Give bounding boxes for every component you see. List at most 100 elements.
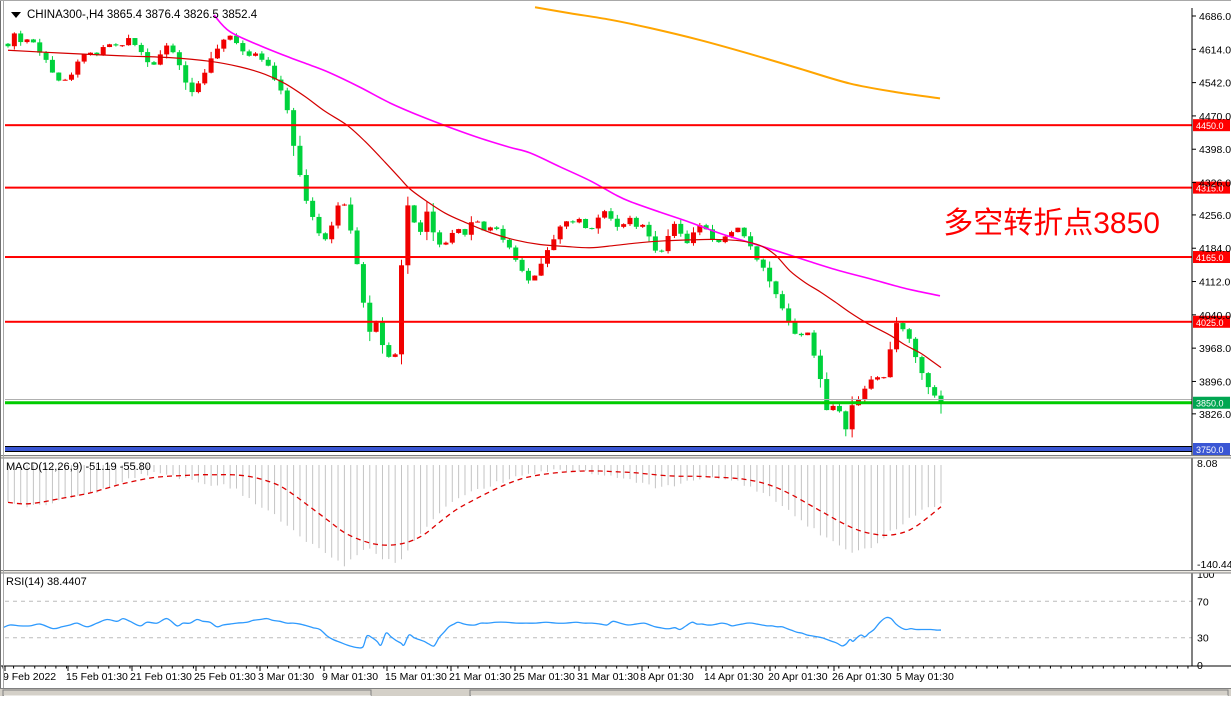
candle-body [875, 377, 881, 380]
time-axis-label: 15 Mar 01:30 [385, 671, 447, 683]
price-axis-label: 4256.0 [1199, 210, 1231, 222]
candle-body [354, 230, 360, 265]
price-tag-4450: 4450.0 [1196, 121, 1224, 131]
candle-body [126, 38, 132, 46]
price-axis-label: 4542.0 [1199, 78, 1231, 90]
rsi-line [2, 616, 942, 649]
time-axis-label: 9 Mar 01:30 [322, 671, 378, 683]
rsi-pane[interactable] [2, 600, 1192, 649]
candle-body [107, 44, 113, 48]
candle-body [316, 216, 322, 234]
price-axis-label: 3896.0 [1199, 376, 1231, 388]
candle-body [43, 52, 49, 60]
price-axis-label: 4112.0 [1199, 277, 1230, 289]
candle-body [75, 61, 81, 75]
candle-body [570, 221, 576, 223]
candle-body [678, 223, 684, 234]
horizontal-lines [5, 124, 1192, 452]
macd-signal-line [7, 470, 942, 546]
candle-body [760, 259, 766, 268]
candle-body [341, 204, 347, 206]
candle-body [49, 59, 55, 73]
pane-divider [0, 570, 1231, 573]
macd-pane[interactable] [7, 465, 942, 567]
candle-body [322, 233, 328, 240]
candle-body [437, 232, 443, 245]
candle-body [513, 247, 519, 260]
candle-body [405, 205, 411, 266]
candle-body [81, 54, 87, 62]
candle-body [335, 205, 341, 226]
pane-divider [0, 455, 1231, 458]
rsi-axis-label: 30 [1197, 633, 1209, 645]
candle-body [697, 225, 703, 233]
candle-body [735, 227, 741, 233]
candle-body [862, 388, 868, 400]
candle-body [88, 52, 94, 55]
candle-body [710, 229, 716, 240]
candle-body [56, 72, 62, 81]
hline-4025 [5, 320, 1192, 323]
candle-body [18, 33, 24, 43]
candle-body [265, 59, 271, 66]
ma-fast-red-line [7, 49, 942, 369]
price-tag-bg-4450 [1193, 119, 1230, 132]
candle-body [386, 345, 392, 357]
chart-title: CHINA300-,H4 3865.4 3876.4 3826.5 3852.4 [27, 9, 258, 21]
hline-3750 [5, 447, 1192, 451]
candle-body [373, 322, 379, 332]
price-pane[interactable] [5, 6, 944, 438]
candle-body [253, 53, 259, 56]
candle-body [792, 321, 798, 334]
candle-body [164, 45, 170, 55]
candle-body [652, 236, 658, 251]
candle-body [906, 329, 912, 339]
candle-body [399, 265, 405, 355]
price-axis-label: 4326.0 [1199, 178, 1231, 190]
time-axis-label: 31 Mar 01:30 [577, 671, 639, 683]
time-axis-label: 3 Mar 01:30 [258, 671, 314, 683]
candle-body [830, 405, 836, 411]
price-tag-4315: 4315.0 [1196, 184, 1224, 194]
ma-slow-magenta-line [213, 14, 941, 297]
candle-body [602, 211, 608, 218]
time-axis-label: 8 Apr 01:30 [640, 671, 694, 683]
candle-body [589, 228, 595, 230]
candle-body [94, 52, 100, 56]
time-axis-label: 26 Apr 01:30 [832, 671, 892, 683]
price-tag-bg-4165 [1193, 251, 1230, 264]
candle-body [240, 43, 246, 52]
hline-4165 [5, 256, 1192, 259]
candle-body [113, 44, 119, 46]
candle-body [881, 377, 887, 379]
candle-body [170, 45, 176, 53]
candle-body [557, 226, 563, 240]
candle-body [748, 236, 754, 247]
symbol-dropdown-icon[interactable] [11, 12, 21, 18]
candle-body [37, 42, 43, 53]
macd-label: MACD(12,26,9) -51.19 -55.80 [6, 461, 151, 473]
candle-body [367, 302, 373, 332]
price-axis-label: 4470.0 [1199, 111, 1231, 123]
candle-body [849, 405, 855, 430]
candle-body [900, 323, 906, 330]
candle-body [297, 145, 303, 176]
price-tag-bg-4025 [1193, 315, 1230, 328]
candle-body [11, 33, 17, 47]
candle-body [564, 221, 570, 227]
ma-long-orange-line [534, 6, 941, 100]
candle-body [119, 45, 125, 47]
candle-body [798, 333, 804, 336]
candle-body [360, 264, 366, 303]
candle-body [227, 35, 233, 40]
candle-body [843, 411, 849, 430]
time-axis-label: 5 May 01:30 [896, 671, 954, 683]
candle-body [392, 354, 398, 357]
candle-body [132, 38, 138, 45]
rsi-label: RSI(14) 38.4407 [6, 576, 87, 588]
candle-body [786, 308, 792, 322]
candle-body [284, 90, 290, 111]
candle-body [729, 232, 735, 237]
status-box-left [2, 689, 372, 697]
